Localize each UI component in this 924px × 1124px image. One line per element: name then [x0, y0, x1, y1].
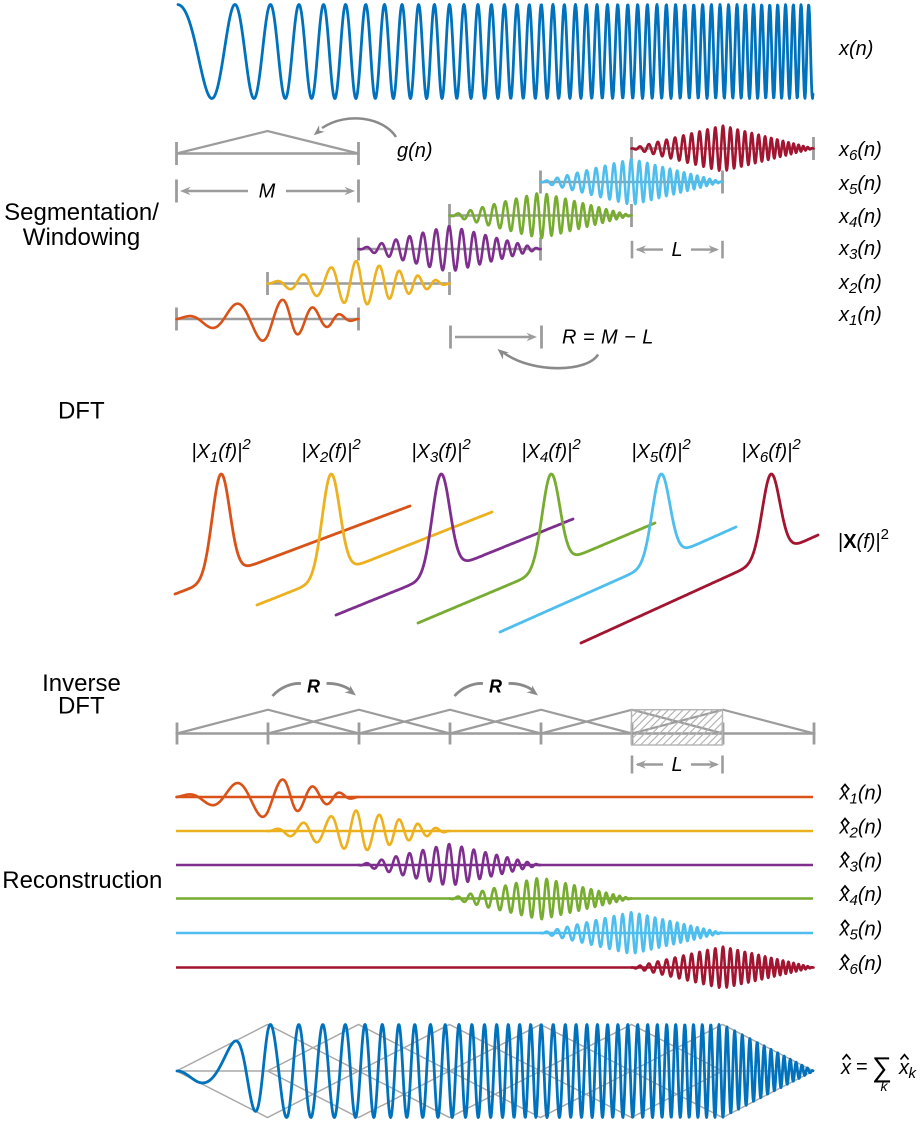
svg-text:x6(n): x6(n)	[839, 953, 883, 978]
svg-text:x(n): x(n)	[838, 38, 873, 60]
svg-text:Reconstruction: Reconstruction	[2, 867, 162, 894]
svg-text:k: k	[881, 1078, 889, 1094]
svg-text:x3(n): x3(n)	[838, 238, 882, 263]
svg-text:L: L	[671, 754, 682, 776]
svg-text:Inverse: Inverse	[42, 670, 121, 697]
svg-text:g(n): g(n)	[397, 140, 433, 162]
svg-text:x2(n): x2(n)	[838, 272, 882, 297]
svg-text:∑: ∑	[872, 1052, 892, 1083]
svg-text:DFT: DFT	[58, 398, 105, 425]
svg-text:x3(n): x3(n)	[839, 851, 883, 876]
svg-text:|X5(f)|2: |X5(f)|2	[631, 436, 691, 466]
svg-text:Segmentation/: Segmentation/	[4, 199, 159, 226]
svg-text:|X2(f)|2: |X2(f)|2	[301, 436, 361, 466]
svg-text:|X(f)|2: |X(f)|2	[838, 526, 889, 553]
svg-text:|X3(f)|2: |X3(f)|2	[411, 436, 471, 466]
svg-text:x1(n): x1(n)	[839, 783, 883, 808]
svg-text:Windowing: Windowing	[23, 224, 140, 251]
svg-text:|X1(f)|2: |X1(f)|2	[191, 436, 251, 466]
svg-text:R: R	[307, 677, 320, 697]
svg-text:x2(n): x2(n)	[839, 817, 883, 842]
svg-text:x6(n): x6(n)	[838, 139, 882, 164]
svg-text:=: =	[856, 1056, 868, 1078]
svg-text:x: x	[898, 1057, 910, 1079]
svg-text:|X4(f)|2: |X4(f)|2	[521, 436, 581, 466]
svg-text:M: M	[259, 181, 276, 203]
svg-text:k: k	[909, 1065, 918, 1082]
svg-text:x5(n): x5(n)	[839, 919, 883, 944]
svg-text:x4(n): x4(n)	[839, 884, 883, 909]
svg-text:|X6(f)|2: |X6(f)|2	[741, 436, 801, 466]
svg-text:R: R	[489, 677, 502, 697]
svg-text:x4(n): x4(n)	[838, 206, 882, 231]
svg-text:DFT: DFT	[58, 693, 105, 720]
svg-text:R = M − L: R = M − L	[562, 327, 654, 349]
svg-text:x: x	[840, 1057, 852, 1079]
svg-text:x5(n): x5(n)	[838, 173, 882, 198]
svg-text:x1(n): x1(n)	[838, 304, 882, 329]
svg-text:L: L	[671, 239, 682, 261]
